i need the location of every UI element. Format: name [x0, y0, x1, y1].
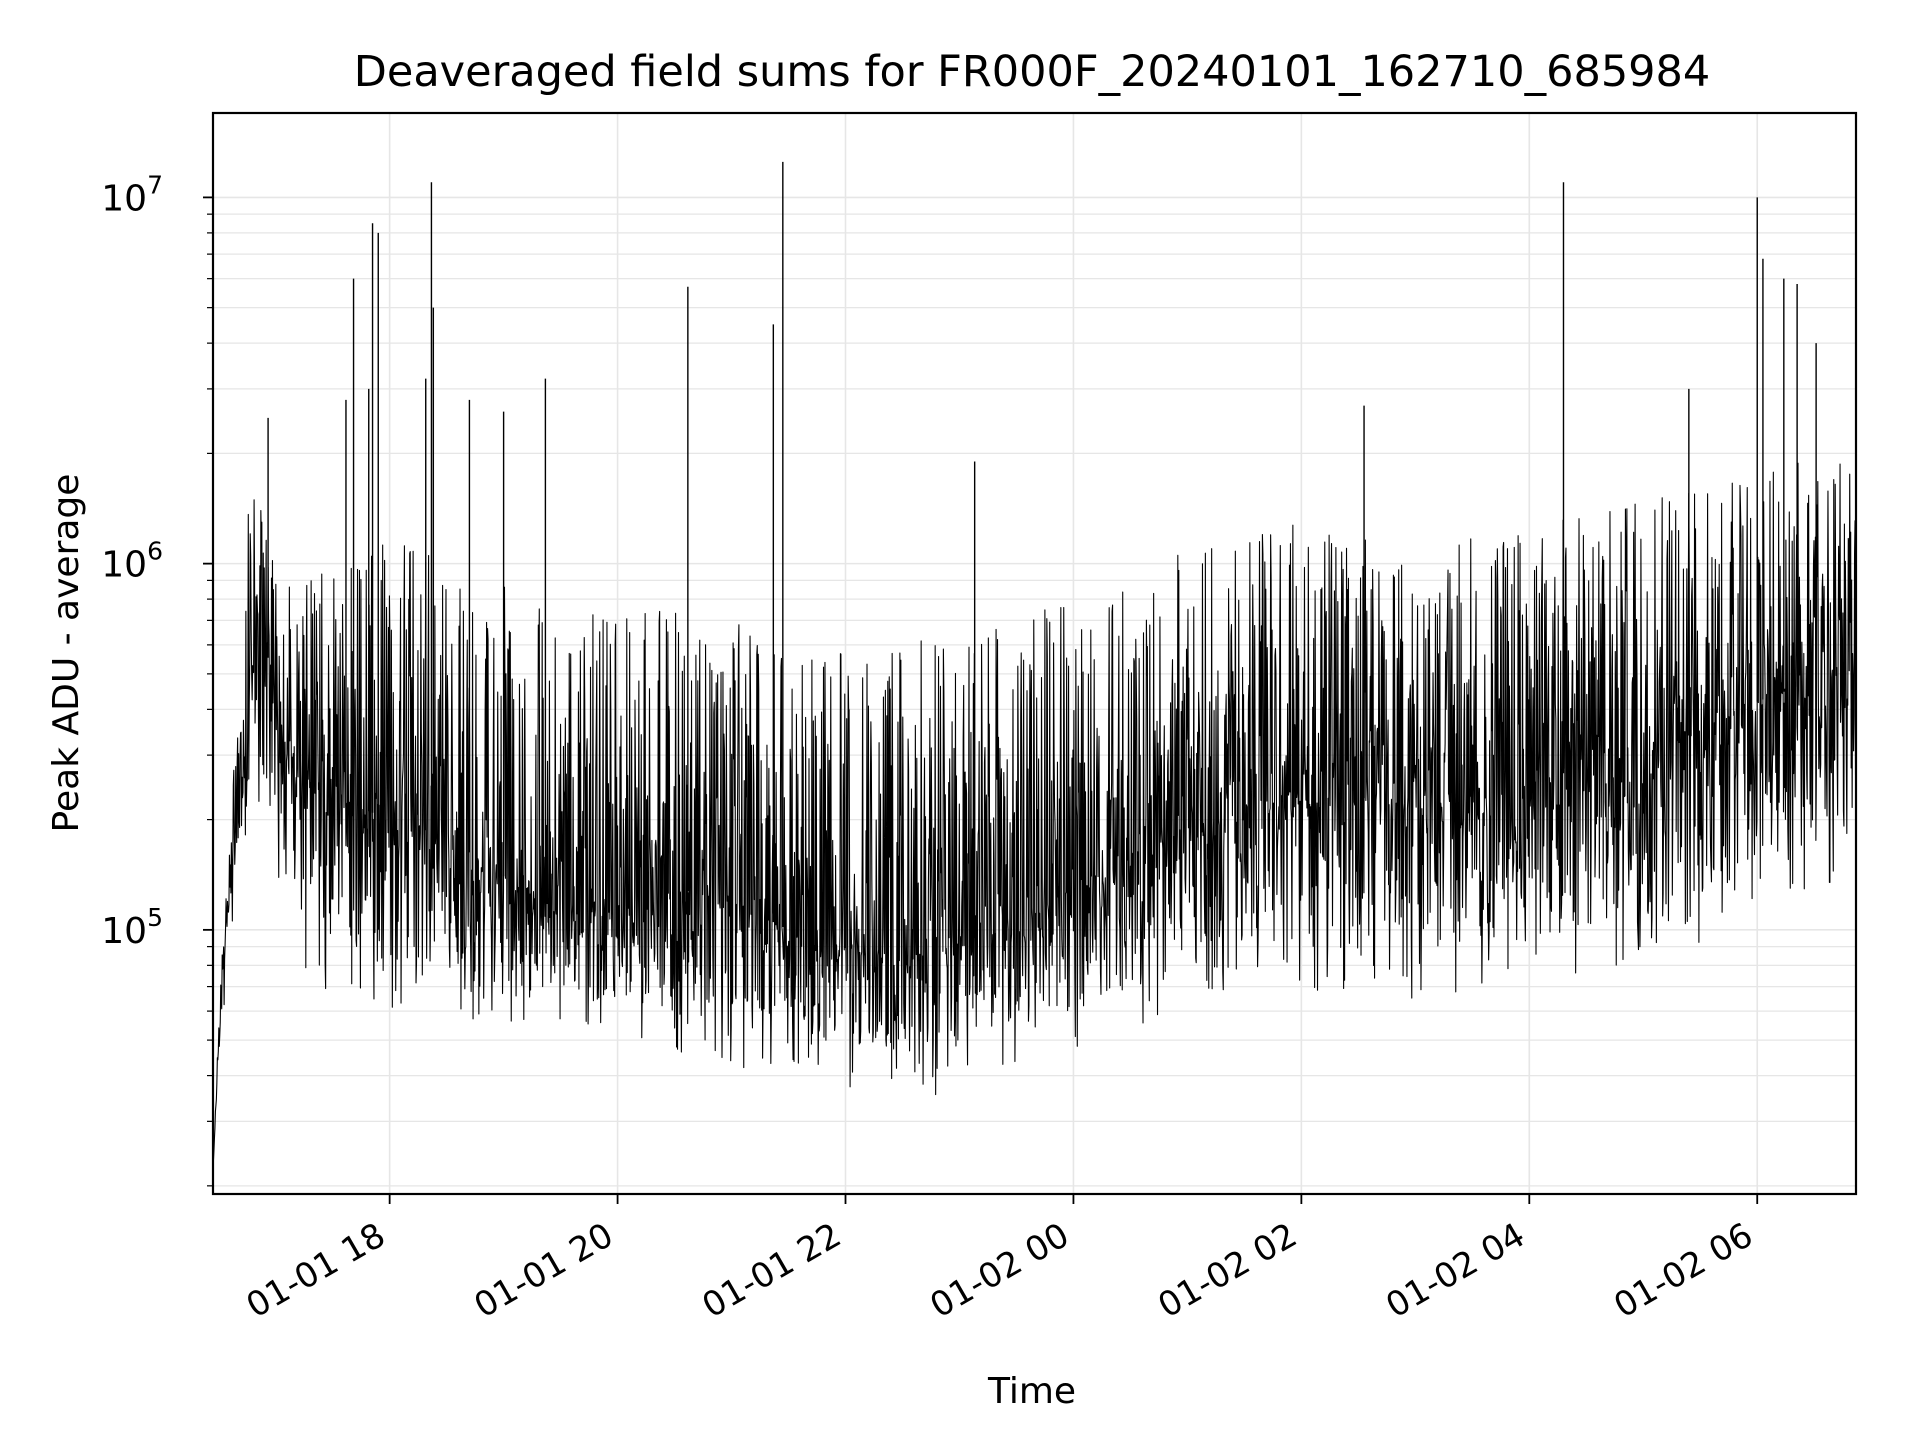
- y-tick-label: 107: [101, 170, 163, 219]
- y-tick-label: 105: [101, 903, 163, 952]
- chart-title: Deaveraged field sums for FR000F_2024010…: [354, 47, 1711, 97]
- y-tick-label: 106: [101, 537, 163, 586]
- y-axis-label: Peak ADU - average: [46, 474, 87, 833]
- plot-area: [213, 161, 1856, 1171]
- series-line: [213, 462, 1856, 1171]
- plot-frame: [211, 111, 1858, 1196]
- x-axis-label: Time: [987, 1371, 1076, 1412]
